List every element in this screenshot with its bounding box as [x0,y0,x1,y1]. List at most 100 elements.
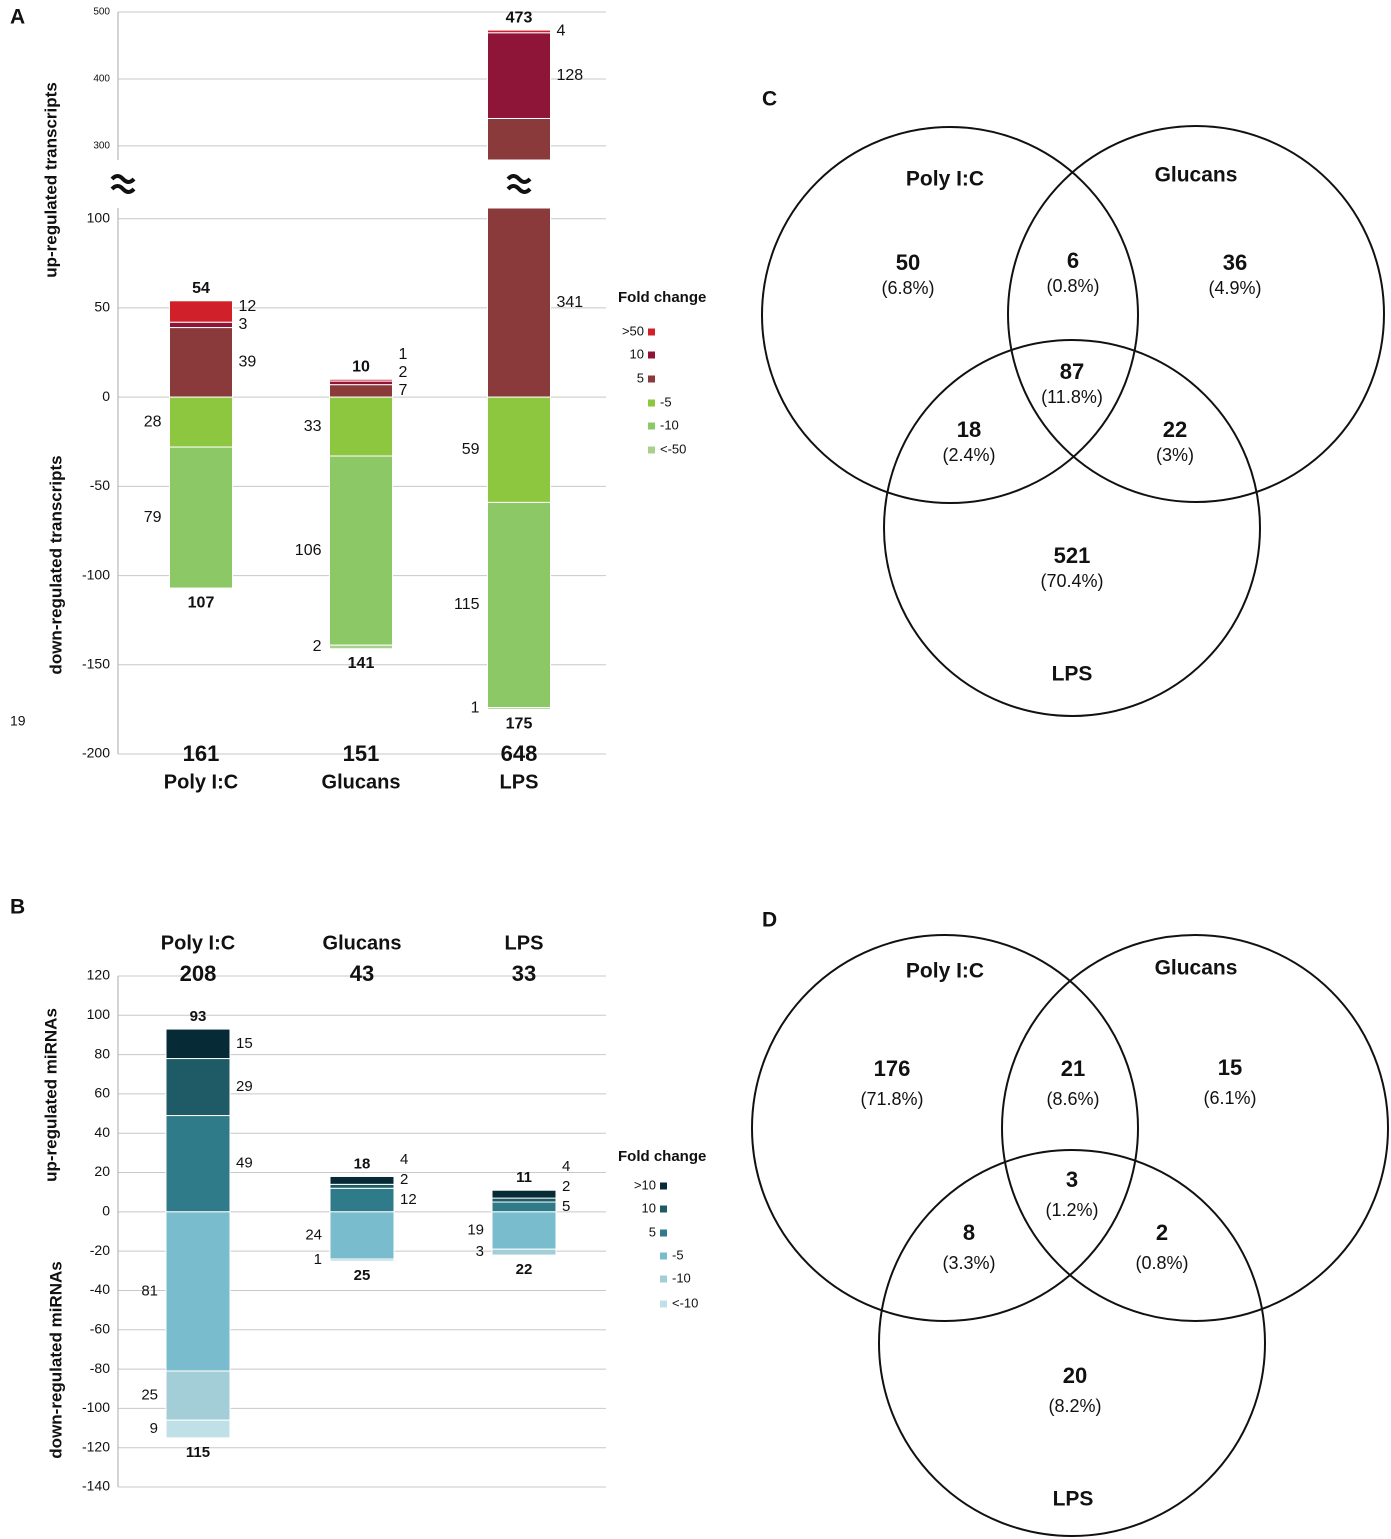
y-tick-label: -150 [82,655,110,671]
bar-segment [329,378,393,382]
data-label: 2 [400,1171,408,1188]
data-label: 25 [141,1387,158,1404]
data-label: 79 [144,509,162,526]
legend-label: 5 [649,1224,656,1239]
data-label: 1 [399,346,408,363]
data-label: 12 [239,298,257,315]
bar-segment [491,1211,557,1250]
bar-segment [165,1211,231,1372]
data-label: 4 [557,23,566,40]
y-tick-label: 0 [102,388,110,404]
bar-segment [169,300,233,323]
region-percent: (3%) [1156,445,1194,465]
legend-swatch [660,1252,667,1260]
category-label: Glucans [323,932,402,954]
up-total: 10 [352,359,370,376]
data-label: 128 [557,67,584,84]
y-tick-label: 20 [94,1163,110,1179]
y-tick-label: 100 [87,1006,111,1022]
legend-swatch [648,446,655,454]
region-count: 20 [1063,1363,1087,1388]
bar-segment [329,644,393,650]
bar-segment [491,1201,557,1213]
y-tick-label: -20 [90,1242,110,1258]
set-label: Poly I:C [906,960,984,983]
bar-segment [329,380,393,386]
bar-segment [165,1058,231,1117]
legend-title: Fold change [618,1148,706,1165]
region-count: 8 [963,1220,975,1245]
set-label: Glucans [1155,957,1238,980]
bar-segment [165,1115,231,1213]
axis-break [110,184,136,194]
grand-total: 33 [512,961,536,986]
data-label: 1 [314,1251,322,1268]
bar-segment [329,1211,395,1260]
legend-label: -10 [672,1270,691,1285]
grand-total: 648 [501,741,538,766]
venn-circle [878,1149,1266,1537]
category-label: Poly I:C [161,932,235,954]
legend-swatch [648,422,655,430]
up-total: 93 [190,1008,207,1025]
y-tick-label: 50 [94,299,110,315]
bar-segment [329,1183,395,1189]
bar-segment [491,1248,557,1256]
set-label: LPS [1053,1488,1094,1511]
up-total: 54 [192,280,210,297]
region-count: 3 [1066,1167,1078,1192]
bar-segment [487,29,551,34]
panel-label: D [762,909,777,932]
legend-label: >10 [634,1177,656,1192]
bar-segment [169,446,233,589]
bar-segment [329,396,393,457]
bar-segment [487,501,551,709]
grand-total: 208 [180,961,217,986]
grand-total: 161 [183,741,220,766]
region-percent: (4.9%) [1208,278,1261,298]
bar-segment [491,1197,557,1203]
y-tick-label: -200 [82,745,110,761]
data-label: 39 [239,354,257,371]
y-tick-label: -60 [90,1320,110,1336]
legend-swatch [660,1275,667,1283]
region-percent: (6.8%) [881,278,934,298]
data-label: 33 [304,418,322,435]
bar-segment [169,396,233,448]
region-percent: (11.8%) [1041,387,1103,407]
up-total: 473 [506,9,533,26]
bar-segment [329,1258,395,1262]
data-label: 9 [150,1420,158,1437]
bar-segment [487,32,551,119]
y-tick-label: -100 [82,566,110,582]
data-label: 29 [236,1078,253,1095]
data-label: 12 [400,1191,417,1208]
legend-swatch [648,375,655,383]
legend-label: 10 [630,346,644,361]
down-total: 25 [354,1267,371,1284]
legend-swatch [660,1182,667,1190]
data-label: 28 [144,413,162,430]
region-percent: (6.1%) [1203,1088,1256,1108]
region-percent: (1.2%) [1045,1200,1098,1220]
region-count: 36 [1223,250,1247,275]
y-axis-label: down-regulated transcripts [46,455,65,674]
region-percent: (3.3%) [942,1253,995,1273]
venn-circle [1001,934,1389,1322]
legend-swatch [660,1205,667,1213]
data-label: 49 [236,1155,253,1172]
set-label: Poly I:C [906,168,984,191]
data-label: 2 [313,638,322,655]
region-count: 21 [1061,1056,1085,1081]
legend-label: 10 [642,1200,656,1215]
region-count: 6 [1067,248,1079,273]
y-tick-label: 80 [94,1045,110,1061]
down-total: 115 [186,1444,210,1461]
y-tick-label: 60 [94,1085,110,1101]
axis-break [506,174,532,184]
legend-swatch [660,1229,667,1237]
data-label: 59 [462,441,480,458]
y-tick-label: 120 [87,967,111,983]
legend-label: >50 [622,323,644,338]
